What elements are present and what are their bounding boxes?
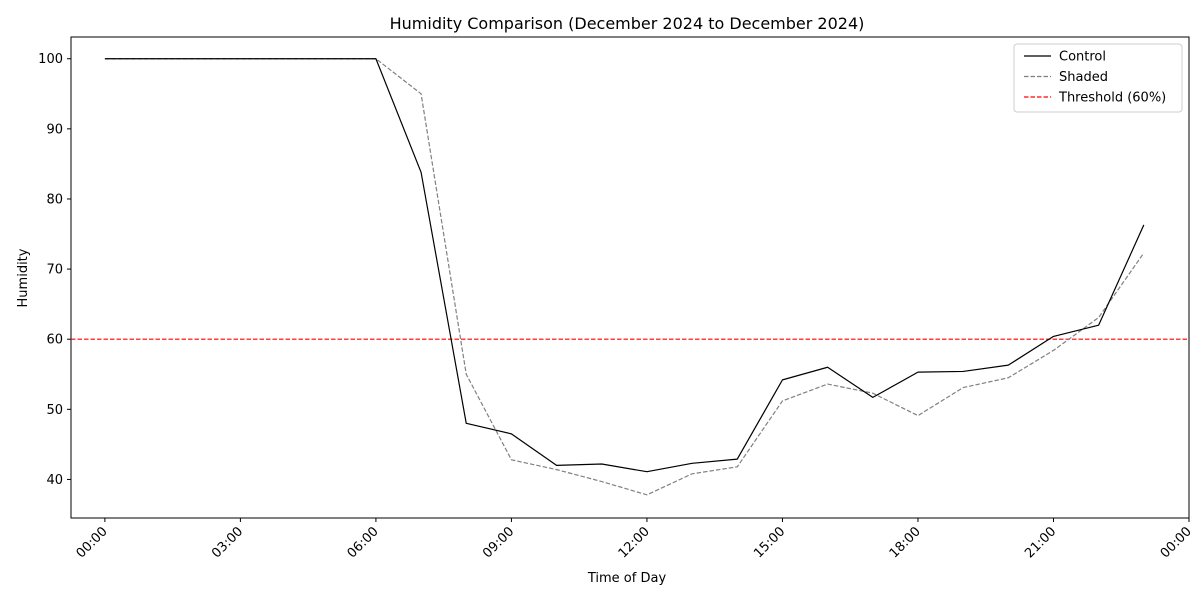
legend-label: Shaded bbox=[1059, 70, 1108, 85]
legend: Control Shaded Threshold (60%) bbox=[1013, 43, 1183, 113]
chart-title: Humidity Comparison (December 2024 to De… bbox=[390, 14, 865, 33]
legend-label: Control bbox=[1059, 50, 1106, 65]
y-tick-label: 100 bbox=[38, 52, 63, 67]
y-tick-label: 70 bbox=[46, 263, 63, 278]
x-tick-label: 03:00 bbox=[209, 524, 246, 561]
y-tick-label: 40 bbox=[46, 473, 63, 488]
legend-box bbox=[1013, 43, 1183, 113]
y-tick-label: 60 bbox=[46, 333, 63, 348]
plot-area: 40 50 60 70 80 90 100 00:00 03:00 06:00 09:00 12:00… bbox=[38, 36, 1195, 561]
x-tick-label: 18:00 bbox=[887, 524, 924, 561]
plot-frame bbox=[70, 36, 1190, 519]
x-axis-label: Time of Day bbox=[587, 571, 667, 586]
x-tick-label: 15:00 bbox=[751, 524, 788, 561]
y-tick-label: 90 bbox=[46, 122, 63, 137]
x-tick-label: 12:00 bbox=[616, 524, 653, 561]
series-line-control bbox=[104, 58, 1145, 473]
x-tick-label: 00:00 bbox=[74, 524, 111, 561]
series-line-shaded bbox=[104, 58, 1145, 496]
y-tick-label: 50 bbox=[46, 403, 63, 418]
x-tick-label: 09:00 bbox=[480, 524, 517, 561]
x-tick-label: 06:00 bbox=[345, 524, 382, 561]
x-tick-label: 00:00 bbox=[1158, 524, 1195, 561]
legend-label: Threshold (60%) bbox=[1058, 91, 1166, 106]
y-tick-label: 80 bbox=[46, 192, 63, 207]
x-tick-label: 21:00 bbox=[1022, 524, 1059, 561]
y-axis-label: Humidity bbox=[16, 248, 31, 307]
